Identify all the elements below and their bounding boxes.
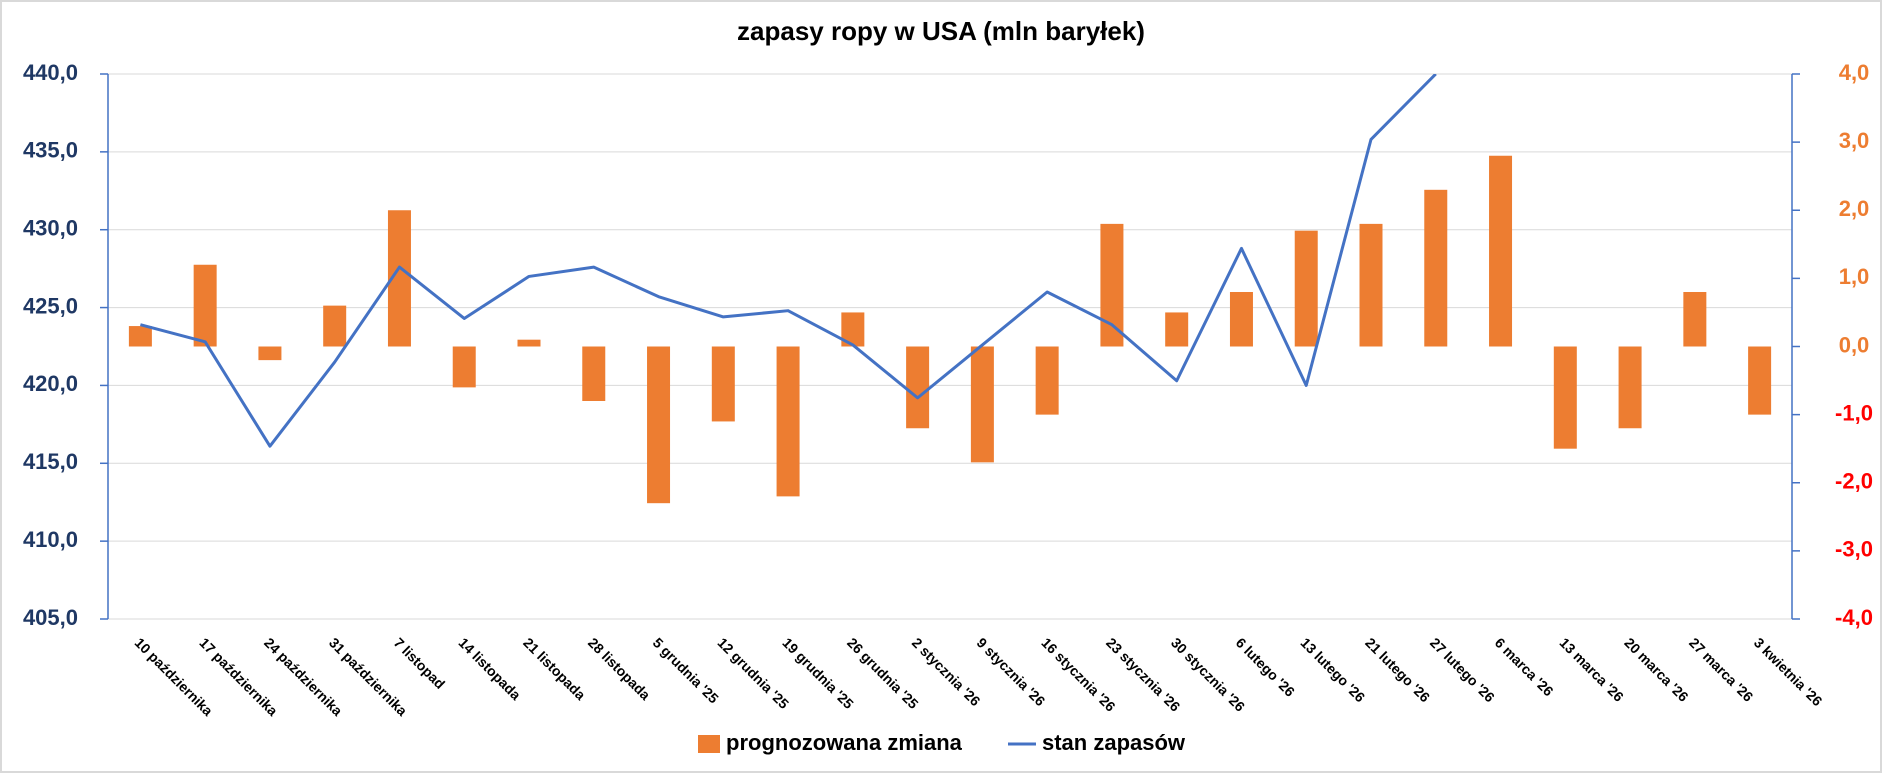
bar: [906, 346, 930, 429]
bar: [1683, 292, 1707, 347]
bar: [1035, 346, 1059, 415]
chart-title: zapasy ropy w USA (mln baryłek): [737, 16, 1145, 46]
y-tick-label: 425,0: [23, 293, 78, 318]
y-tick-label: 415,0: [23, 449, 78, 474]
y2-tick-label: -1,0: [1835, 400, 1873, 425]
bar: [193, 264, 217, 347]
y2-tick-label: 3,0: [1839, 128, 1870, 153]
bar: [1165, 312, 1189, 347]
bar: [1100, 223, 1124, 347]
bar: [517, 339, 541, 347]
bar: [1748, 346, 1772, 415]
bar: [1229, 292, 1253, 347]
bar: [841, 312, 865, 347]
bar: [387, 210, 411, 347]
bar: [711, 346, 735, 422]
bar: [1359, 223, 1383, 347]
bar: [1489, 155, 1513, 347]
y-tick-label: 410,0: [23, 527, 78, 552]
y-tick-label: 405,0: [23, 605, 78, 630]
bar: [1294, 230, 1318, 347]
bar: [128, 326, 152, 347]
y-tick-label: 430,0: [23, 216, 78, 241]
y-tick-label: 435,0: [23, 138, 78, 163]
y2-tick-label: -2,0: [1835, 469, 1873, 494]
y-tick-label: 440,0: [23, 60, 78, 85]
y2-tick-label: 1,0: [1839, 264, 1870, 289]
legend-label: prognozowana zmiana: [726, 730, 963, 755]
legend-label: stan zapasów: [1042, 730, 1186, 755]
bar: [582, 346, 606, 401]
y2-tick-label: -4,0: [1835, 605, 1873, 630]
legend-swatch: [698, 735, 720, 753]
bar: [258, 346, 282, 361]
bar: [1618, 346, 1642, 429]
y2-tick-label: 4,0: [1839, 60, 1870, 85]
bar: [647, 346, 671, 504]
line: [140, 74, 1437, 448]
bar: [1424, 189, 1448, 347]
bar: [452, 346, 476, 388]
plot: [128, 74, 1772, 504]
bar: [776, 346, 800, 497]
bar: [970, 346, 994, 463]
y-tick-label: 420,0: [23, 371, 78, 396]
bar: [323, 305, 347, 347]
y2-tick-label: 0,0: [1839, 332, 1870, 357]
bar: [1553, 346, 1577, 449]
y2-tick-label: -3,0: [1835, 537, 1873, 562]
y2-tick-label: 2,0: [1839, 196, 1870, 221]
